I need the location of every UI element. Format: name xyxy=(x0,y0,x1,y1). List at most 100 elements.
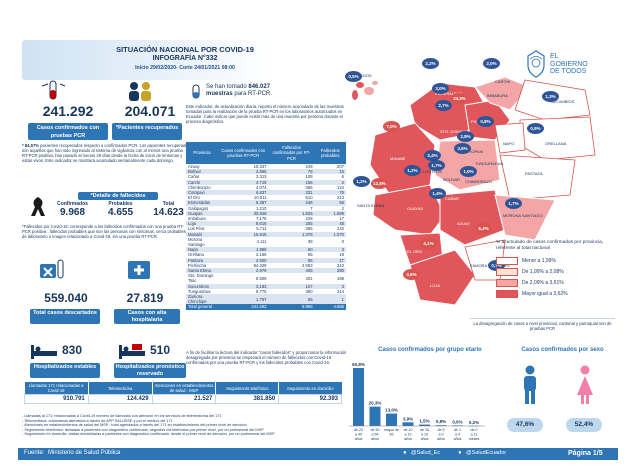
age-category-label: meses xyxy=(469,437,480,441)
province-name: Galápagos xyxy=(188,205,209,211)
table-row: Bolívar 2.865 78 15 xyxy=(186,169,346,175)
footer-bar: Fuente: Ministerio de Salud Pública ● @S… xyxy=(18,448,618,460)
map-label: GUAYAS xyxy=(407,206,423,211)
table-cell: 3 xyxy=(314,247,346,253)
deaths-total-label: Total xyxy=(162,201,175,207)
table-row: Guayas 30.849 1.925 1.699 xyxy=(186,210,346,217)
age-category-label: años xyxy=(421,437,429,441)
map-label: LOS RÍOS xyxy=(423,169,442,174)
table-cell: 48 xyxy=(314,221,346,227)
footer-social-2[interactable]: @SaludEcuador xyxy=(466,450,507,456)
region-napo xyxy=(494,122,526,154)
table-cell: 380 xyxy=(305,288,313,294)
legend-label: De 2,09% a 3,61% xyxy=(522,280,564,286)
government-logo: EL GOBIERNO DE TODOS xyxy=(525,50,615,80)
table-cell: 365 xyxy=(305,226,313,232)
province-name: Azuay xyxy=(188,164,200,169)
province-name: Pastaza xyxy=(186,257,219,263)
calls-note: - Seguimiento telefónico: llamadas a pac… xyxy=(22,427,264,432)
calls-value: 92.393 xyxy=(278,394,342,404)
footer-social-1[interactable]: @Salud_Ec xyxy=(411,450,441,456)
table-row: Napo 1.888 60 3 xyxy=(186,247,346,253)
page-subtitle: INFOGRAFÍA N°332 xyxy=(152,55,218,62)
age-category-label: mayor de xyxy=(384,428,399,432)
table-row: Los Ríos 5.711 365 242 xyxy=(186,226,346,231)
hospital-discharge-icon xyxy=(128,261,150,279)
table-cell: 246 xyxy=(268,200,315,206)
table-cell: 213 xyxy=(337,195,344,201)
reserved-label: Hospitalizados pronóstico reservado xyxy=(114,363,186,378)
table-cell: 4.719 xyxy=(218,179,269,185)
age-bar-label: 13,0% xyxy=(385,408,398,413)
table-cell: 30.849 xyxy=(218,210,269,217)
map-label: BOLÍVAR xyxy=(443,177,460,182)
table-cell: 241.292 xyxy=(218,304,269,310)
table-cell: 7 xyxy=(310,205,313,211)
calls-header: Seguimiento en domicilio xyxy=(278,382,342,395)
map-label: SUCUMBÍOS xyxy=(550,99,575,104)
province-name: Chimborazo xyxy=(188,184,211,190)
discarded-value: 559.040 xyxy=(44,291,88,305)
table-cell: 9.968 xyxy=(268,304,315,310)
table-cell: 1.070 xyxy=(314,231,346,237)
map-label: COTOPAXI xyxy=(463,149,483,154)
table-header: Fallecidos probables xyxy=(314,142,346,164)
map-label: CARCHI xyxy=(495,79,510,84)
province-name: Total general xyxy=(186,304,219,310)
tests-text-post2: para RT-PCR. xyxy=(234,91,272,97)
age-bar xyxy=(402,422,414,426)
map-pct-bubble: 3,6% xyxy=(454,143,471,154)
map-label: CHIMBORAZO xyxy=(465,179,492,184)
table-row: Zamora Chinchipe 1.757 56 1 xyxy=(186,294,346,305)
map-label: ORELLANA xyxy=(545,141,567,146)
province-name: Carchi xyxy=(186,179,219,185)
table-cell: 242 xyxy=(337,226,344,232)
virus-banner xyxy=(22,40,272,80)
province-name: Cañar xyxy=(188,174,200,180)
calls-value: 381.850 xyxy=(215,394,280,404)
table-cell: 19 xyxy=(339,252,344,258)
map-pct-bubble: 2,4% xyxy=(424,150,441,161)
table-cell: 4.655 xyxy=(314,304,346,310)
calls-value-row: 910.791 124.429 21.527 381.850 92.393 xyxy=(24,394,342,404)
age-category-label: de 10 xyxy=(404,428,413,432)
male-icon xyxy=(524,365,536,404)
table-cell: 17 xyxy=(339,216,344,222)
table-cell: 55 xyxy=(307,252,313,258)
age-category-label: de 1 xyxy=(454,428,461,432)
table-cell: 1.888 xyxy=(218,247,269,253)
calls-value: 910.791 xyxy=(24,394,89,404)
female-icon xyxy=(577,365,593,404)
deaths-note: *Fallecidos por Covid-19: corresponde a … xyxy=(22,224,186,239)
table-row: Orellana 2.166 55 19 xyxy=(186,252,346,257)
age-bar-label: 60,8% xyxy=(352,362,365,367)
legend-swatch xyxy=(496,268,518,276)
province-name: Tungurahua xyxy=(188,288,211,294)
hospital-bed-reserved-icon xyxy=(119,344,145,359)
age-category-label: años xyxy=(437,437,445,441)
period: Inicio 29/02/2020- Corte 24/01/2021 08:0… xyxy=(135,65,235,71)
table-row: Loja 8.616 255 48 xyxy=(186,221,346,227)
province-name: Guayas xyxy=(186,210,219,217)
map-label: SANTA ELENA xyxy=(357,203,384,208)
deaths-probable: 4.655 xyxy=(107,207,134,218)
map-pct-bubble: 1,7% xyxy=(428,160,445,171)
table-cell: 1.378 xyxy=(268,231,315,237)
lab-sample-icon xyxy=(192,84,200,99)
map-legend: Menor a 1,99% De 1,99% a 2,08% De 2,09% a … xyxy=(496,256,616,300)
map-label: MANABÍ xyxy=(390,156,406,161)
table-cell: 228 xyxy=(305,216,313,222)
table-cell: 2 xyxy=(341,205,344,211)
map-pct-bubble: 0,7% xyxy=(488,260,505,271)
table-cell: 78 xyxy=(268,169,315,175)
logo-text-3: DE TODOS xyxy=(550,68,587,75)
table-cell: 280 xyxy=(314,268,346,274)
table-cell: 1.210 xyxy=(256,205,267,211)
age-category-label: 65 xyxy=(390,433,394,437)
age-chart-title: Casos confirmados por grupo etario xyxy=(378,347,482,353)
table-cell: 16.916 xyxy=(218,231,269,237)
table-cell: 17 xyxy=(314,257,346,263)
table-row: Cañar 3.313 108 6 xyxy=(186,174,346,179)
age-category-label: años xyxy=(404,437,412,441)
age-category-label: años xyxy=(371,437,379,441)
